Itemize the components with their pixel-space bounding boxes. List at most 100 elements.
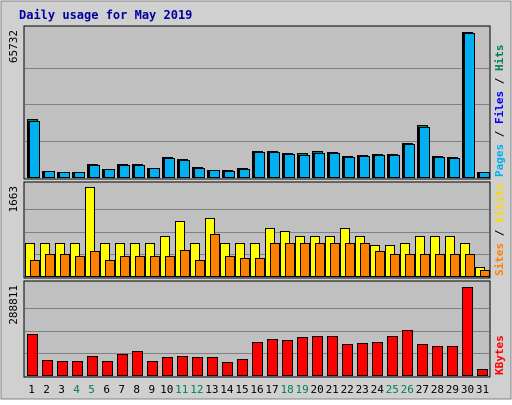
x-tick-label: 17 (265, 383, 278, 396)
bar-pages-24 (374, 155, 385, 178)
bar-pages-28 (434, 157, 445, 178)
bar-pages-16 (254, 152, 265, 178)
x-tick-label: 7 (118, 383, 125, 396)
x-tick-label: 21 (326, 383, 339, 396)
bar-sites-29 (450, 254, 460, 277)
series-sites (30, 234, 490, 277)
x-tick-label: 30 (461, 383, 474, 396)
legend-separator: / (493, 223, 506, 243)
bar-kbytes-15 (237, 359, 248, 376)
x-tick-label: 25 (386, 383, 399, 396)
bar-kbytes-18 (282, 340, 293, 376)
bar-sites-11 (180, 250, 190, 277)
bar-pages-25 (389, 155, 400, 178)
bar-sites-6 (105, 260, 115, 277)
x-tick-label: 11 (175, 383, 188, 396)
bar-kbytes-22 (342, 344, 353, 376)
bar-kbytes-11 (177, 356, 188, 376)
y-max-label: 1663 (7, 186, 20, 213)
x-axis: 1 2 3 4 5 6 7 8 9 10 11 12 13 14 15 16 17 18 19 20 21 22 23 24 2… (28, 383, 489, 396)
series-pages (29, 33, 490, 178)
x-tick-label: 31 (476, 383, 489, 396)
panel-bottom: 288811 KBytes (7, 280, 506, 378)
bar-kbytes-2 (42, 360, 53, 376)
x-tick-label: 8 (133, 383, 140, 396)
bar-sites-23 (360, 243, 370, 277)
x-tick-label: 16 (250, 383, 263, 396)
bar-kbytes-17 (267, 339, 278, 376)
x-tick-label: 6 (103, 383, 110, 396)
panel-top: 65732 Pages / Files / Hits (7, 25, 506, 180)
bar-pages-30 (464, 33, 475, 178)
bar-sites-31 (480, 270, 490, 277)
bar-sites-28 (435, 254, 445, 277)
bar-kbytes-28 (432, 346, 443, 376)
bar-kbytes-21 (327, 336, 338, 376)
chart-panels: 65732 Pages / Files / Hits 1663 Sites / Vis… (7, 25, 506, 378)
bar-kbytes-31 (477, 369, 488, 376)
bar-sites-3 (60, 254, 70, 277)
bar-pages-10 (164, 158, 175, 178)
bar-pages-21 (329, 153, 340, 178)
x-tick-label: 23 (356, 383, 369, 396)
bar-sites-5 (90, 251, 100, 277)
bar-sites-15 (240, 258, 250, 277)
bar-kbytes-3 (57, 361, 68, 376)
bar-pages-7 (119, 165, 130, 178)
bar-kbytes-9 (147, 361, 158, 376)
legend: KBytes (493, 335, 506, 375)
bar-pages-8 (134, 165, 145, 178)
x-tick-label: 1 (28, 383, 35, 396)
legend-entry: Pages (493, 144, 506, 177)
x-tick-label: 10 (160, 383, 173, 396)
bar-sites-24 (375, 251, 385, 277)
bar-sites-7 (120, 256, 130, 277)
legend-entry: Visits (493, 183, 506, 223)
x-tick-label: 5 (88, 383, 95, 396)
bar-pages-22 (344, 157, 355, 178)
bar-sites-16 (255, 258, 265, 277)
bar-pages-26 (404, 144, 415, 178)
bar-sites-9 (150, 256, 160, 277)
bar-kbytes-19 (297, 337, 308, 376)
bar-pages-4 (74, 172, 85, 178)
legend-separator: / (493, 124, 506, 144)
bar-kbytes-13 (207, 357, 218, 376)
x-tick-label: 29 (446, 383, 459, 396)
bar-kbytes-14 (222, 362, 233, 376)
bar-kbytes-7 (117, 354, 128, 376)
bar-pages-18 (284, 154, 295, 178)
panel-middle: 1663 Sites / Visits (7, 181, 506, 279)
bar-pages-17 (269, 152, 280, 178)
bar-sites-19 (300, 243, 310, 277)
bar-pages-27 (419, 127, 430, 178)
bar-kbytes-26 (402, 330, 413, 376)
bar-sites-22 (345, 243, 355, 277)
bar-sites-18 (285, 243, 295, 277)
x-tick-label: 18 (280, 383, 293, 396)
y-max-label: 288811 (7, 285, 20, 325)
legend-separator: / (493, 71, 506, 91)
legend-entry: KBytes (493, 335, 506, 375)
x-tick-label: 24 (371, 383, 385, 396)
bar-kbytes-20 (312, 336, 323, 376)
bar-sites-13 (210, 234, 220, 277)
bar-sites-12 (195, 260, 205, 277)
bar-kbytes-16 (252, 342, 263, 376)
legend: Pages / Files / Hits (493, 45, 506, 178)
bar-kbytes-23 (357, 343, 368, 376)
series-kbytes (27, 287, 488, 376)
bar-kbytes-12 (192, 357, 203, 376)
bar-kbytes-6 (102, 361, 113, 376)
x-tick-label: 9 (148, 383, 155, 396)
bar-pages-11 (179, 160, 190, 178)
bar-pages-5 (89, 165, 100, 178)
bar-pages-6 (104, 169, 115, 178)
y-max-label: 65732 (7, 30, 20, 63)
legend-entry: Sites (493, 243, 506, 276)
bar-pages-12 (194, 168, 205, 178)
bar-kbytes-5 (87, 356, 98, 376)
bar-sites-21 (330, 243, 340, 277)
